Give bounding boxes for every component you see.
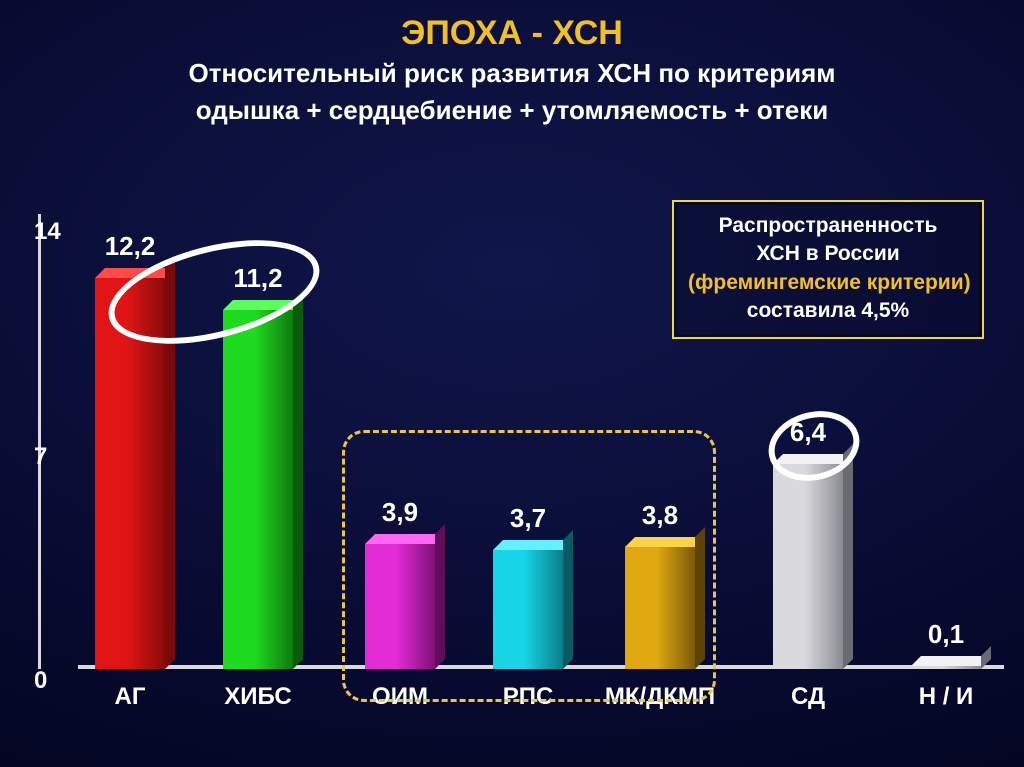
bar-value-label: 3,8: [642, 500, 678, 531]
y-axis: [38, 214, 41, 669]
bars-layer: 12,2АГ 11,2ХИБС 3,9ОИМ 3,7РПС 3,8МК/ДКМП 6,4С…: [78, 220, 1004, 669]
bar-category-label: АГ: [115, 683, 146, 711]
chart: 12,2АГ11,2ХИБС3,9ОИМ3,7РПС3,8МК/ДКМП6,4С…: [38, 220, 1004, 709]
bar: 3,7РПС: [493, 550, 563, 669]
title-sub-2: одышка + сердцебиение + утомляемость + о…: [0, 94, 1024, 127]
bar-category-label: МК/ДКМП: [605, 683, 715, 711]
bar-category-label: Н / И: [919, 683, 974, 711]
bar-category-label: ХИБС: [224, 683, 292, 711]
title-sub-1: Относительный риск развития ХСН по крите…: [0, 57, 1024, 90]
title-block: ЭПОХА - ХСН Относительный риск развития …: [0, 14, 1024, 126]
y-tick-label: 14: [34, 218, 61, 246]
bar-value-label: 11,2: [233, 263, 282, 294]
bar: 11,2ХИБС: [223, 310, 293, 669]
bar-value-label: 6,4: [790, 417, 826, 448]
bar: 12,2АГ: [95, 278, 165, 669]
bar-value-label: 0,1: [928, 619, 964, 650]
bar: 3,8МК/ДКМП: [625, 547, 695, 669]
bar-category-label: РПС: [503, 683, 554, 711]
bar-value-label: 3,9: [382, 497, 418, 528]
y-tick-label: 0: [34, 667, 47, 695]
plot-area: 12,2АГ 11,2ХИБС 3,9ОИМ 3,7РПС 3,8МК/ДКМП 6,4С…: [78, 220, 1004, 669]
bar: 3,9ОИМ: [365, 544, 435, 669]
bar-category-label: ОИМ: [372, 683, 428, 711]
bar: 0,1Н / И: [911, 666, 981, 669]
title-main: ЭПОХА - ХСН: [0, 14, 1024, 53]
bar-value-label: 12,2: [105, 231, 156, 262]
y-tick-label: 7: [34, 443, 47, 471]
bar-category-label: СД: [791, 683, 825, 711]
bar: 6,4СД: [773, 464, 843, 669]
bar-value-label: 3,7: [510, 503, 546, 534]
